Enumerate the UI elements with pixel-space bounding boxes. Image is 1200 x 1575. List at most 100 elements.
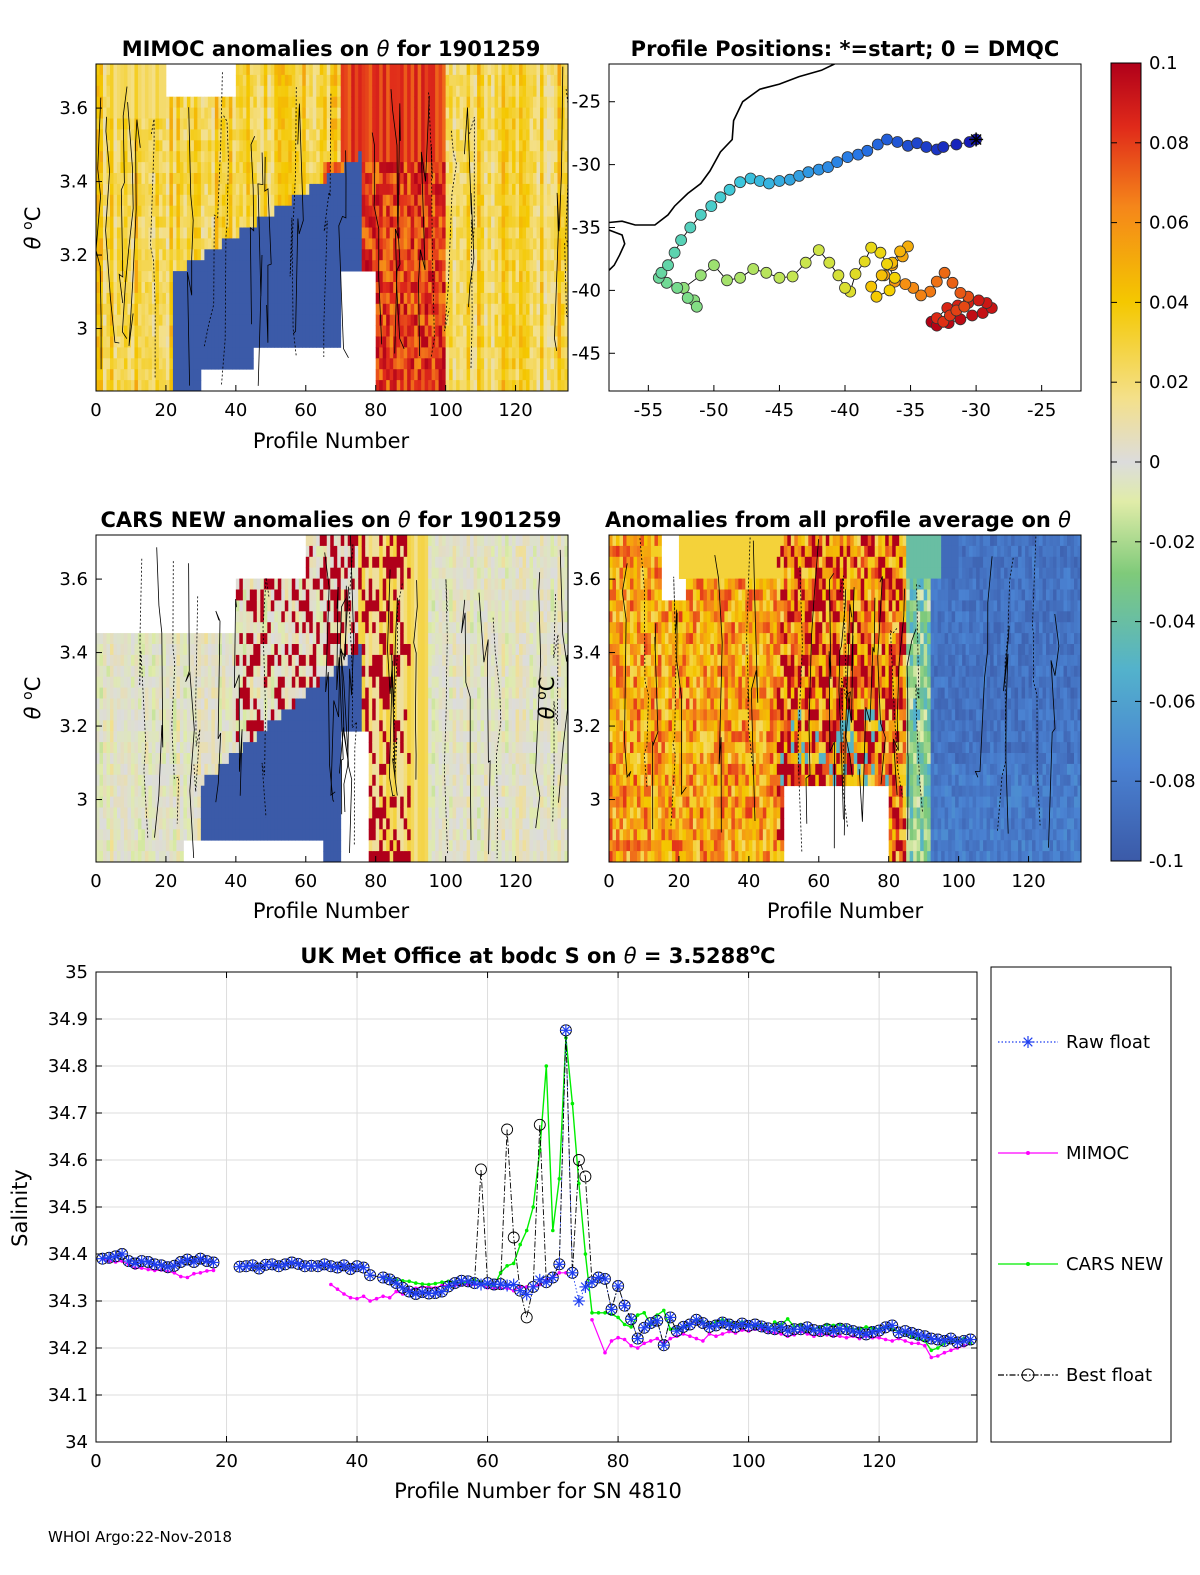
heatmap-cell [361,129,366,141]
heatmap-cell [428,260,433,272]
heatmap-cell [550,249,555,261]
heatmap-cell [480,140,485,152]
heatmap-cell [253,238,258,250]
heatmap-cell [438,314,443,326]
heatmap-cell [477,260,481,272]
heatmap-cell [522,249,527,261]
heatmap-cell [246,325,251,337]
heatmap-cell [340,118,345,130]
heatmap-cell [543,380,548,391]
heatmap-cell [554,325,558,337]
heatmap-cell [183,314,188,326]
heatmap-cell [557,194,562,207]
heatmap-cell [158,665,163,678]
heatmap-cell [501,249,506,261]
heatmap-cell [340,96,345,108]
heatmap-cell [165,325,170,337]
heatmap-cell [379,271,384,283]
heatmap-cell [204,325,209,337]
heatmap-cell [564,303,568,316]
heatmap-cell [249,64,254,76]
heatmap-cell [347,227,352,239]
heatmap-cell [186,753,191,765]
heatmap-cell [260,64,265,76]
heatmap-cell [263,698,268,710]
heatmap-cell [221,325,226,337]
heatmap-cell [232,753,237,765]
heatmap-cell [239,271,244,283]
heatmap-cell [354,74,359,87]
heatmap-cell [211,260,216,272]
heatmap-cell [400,118,405,130]
heatmap-cell [463,249,468,261]
heatmap-cell [162,742,167,754]
heatmap-cell [358,260,363,272]
heatmap-cell [260,249,265,261]
heatmap-cell [246,194,251,207]
heatmap-cell [162,818,167,830]
heatmap-cell [344,227,349,239]
heatmap-cell [99,633,104,645]
heatmap-cell [564,380,568,391]
heatmap-cell [288,216,293,228]
heatmap-cell [253,687,258,699]
heatmap-cell [155,633,160,645]
heatmap-cell [109,774,114,787]
heatmap-cell [302,118,307,130]
heatmap-cell [561,118,565,130]
heatmap-cell [505,216,509,228]
heatmap-cell [141,129,146,141]
heatmap-cell [326,325,331,337]
heatmap-cell [232,785,237,797]
heatmap-cell [127,676,132,688]
colorbar-tick-label: 0.06 [1149,213,1189,234]
heatmap-cell [172,807,177,819]
heatmap-cell [109,785,114,797]
heatmap-cell [109,829,114,841]
heatmap-cell [102,644,107,656]
heatmap-cell [256,720,261,732]
heatmap-cell [393,140,398,152]
profile-position-marker [681,291,694,304]
heatmap-cell [561,183,565,196]
heatmap-cell [176,162,181,174]
heatmap-cell [463,64,468,76]
heatmap-cell [204,140,209,152]
heatmap-cell [298,151,303,163]
heatmap-cell [435,314,440,326]
heatmap-cell [403,173,408,185]
heatmap-cell [228,796,233,808]
heatmap-cell [403,227,408,239]
heatmap-cell [249,129,254,141]
heatmap-cell [526,96,530,108]
heatmap-cell [316,85,321,98]
heatmap-cell [375,140,380,152]
heatmap-cell [340,173,345,185]
heatmap-cell [326,205,331,217]
heatmap-cell [172,314,177,326]
heatmap-cell [263,227,268,239]
heatmap-cell [267,303,272,316]
heatmap-cell [354,151,359,163]
heatmap-cell [438,140,443,152]
x-tick-label: 80 [364,400,387,421]
heatmap-cell [323,118,328,130]
heatmap-cell [400,260,405,272]
heatmap-cell [557,205,562,217]
heatmap-cell [372,205,377,217]
heatmap-cell [106,687,111,699]
x-tick-label: -40 [830,400,859,421]
heatmap-cell [281,64,286,76]
heatmap-cell [141,336,146,348]
heatmap-cell [452,347,457,359]
heatmap-cell [165,260,170,272]
heatmap-cell [463,336,468,348]
heatmap-cell [417,96,422,108]
heatmap-cell [116,314,121,326]
heatmap-cell [368,260,373,272]
heatmap-cell [127,807,132,819]
heatmap-cell [540,314,544,326]
heatmap-cell [246,600,251,612]
heatmap-cell [134,720,139,732]
heatmap-cell [407,64,412,76]
